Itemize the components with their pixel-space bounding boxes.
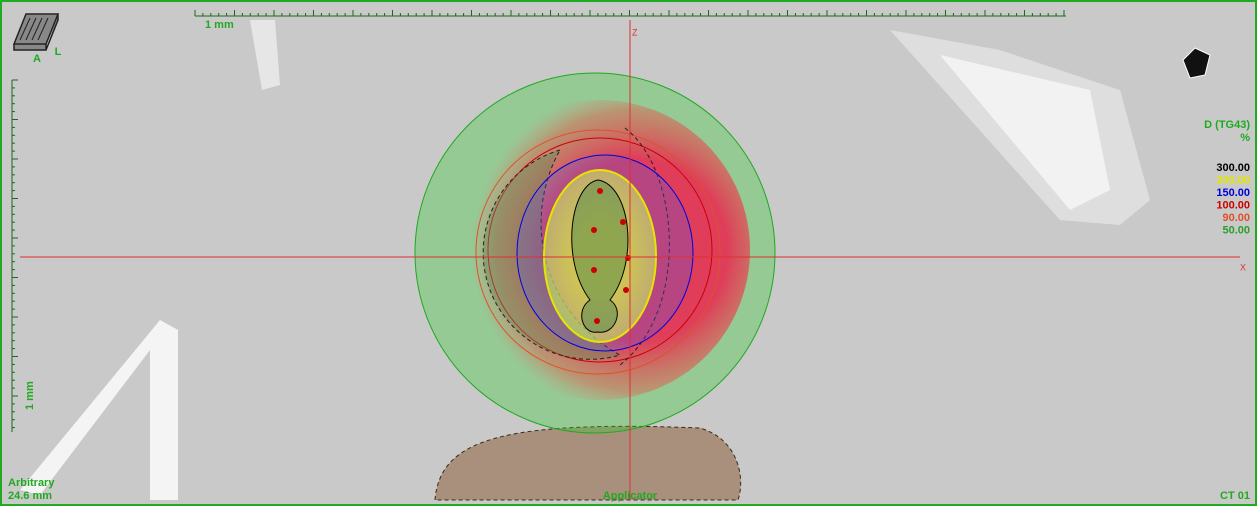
structure-label: Applicator [603, 490, 658, 502]
legend-unit: % [1240, 132, 1250, 144]
axis-label: X [1240, 262, 1246, 272]
orientation-label: L [55, 46, 62, 58]
scale-label: 1 mm [205, 19, 234, 31]
legend-level: 300.00 [1216, 162, 1250, 174]
legend-level: 90.00 [1222, 212, 1250, 224]
series-label: CT 01 [1220, 490, 1250, 502]
view-mode: Arbitrary [8, 477, 55, 489]
legend-level: 100.00 [1216, 199, 1250, 211]
applicator-structure [434, 425, 742, 501]
anatomy [20, 20, 1150, 500]
isodose-90 [475, 129, 721, 375]
legend-level: 50.00 [1222, 224, 1250, 236]
scale-label: 1 mm [24, 381, 36, 410]
orientation-label: A [33, 53, 41, 65]
organ-contour [619, 127, 670, 366]
rulers [11, 10, 1066, 432]
view-depth: 24.6 mm [8, 490, 52, 502]
isodose-100 [487, 137, 713, 363]
legend-level: 150.00 [1216, 187, 1250, 199]
target-structure [482, 149, 622, 360]
legend-level: 200.00 [1216, 174, 1250, 186]
dwell-positions [591, 188, 631, 324]
isodose-300 [571, 179, 629, 333]
orientation-icon [12, 13, 60, 51]
axis-label: Z [632, 27, 638, 37]
legend-title: D (TG43) [1204, 119, 1250, 131]
view-icon [1182, 47, 1211, 79]
